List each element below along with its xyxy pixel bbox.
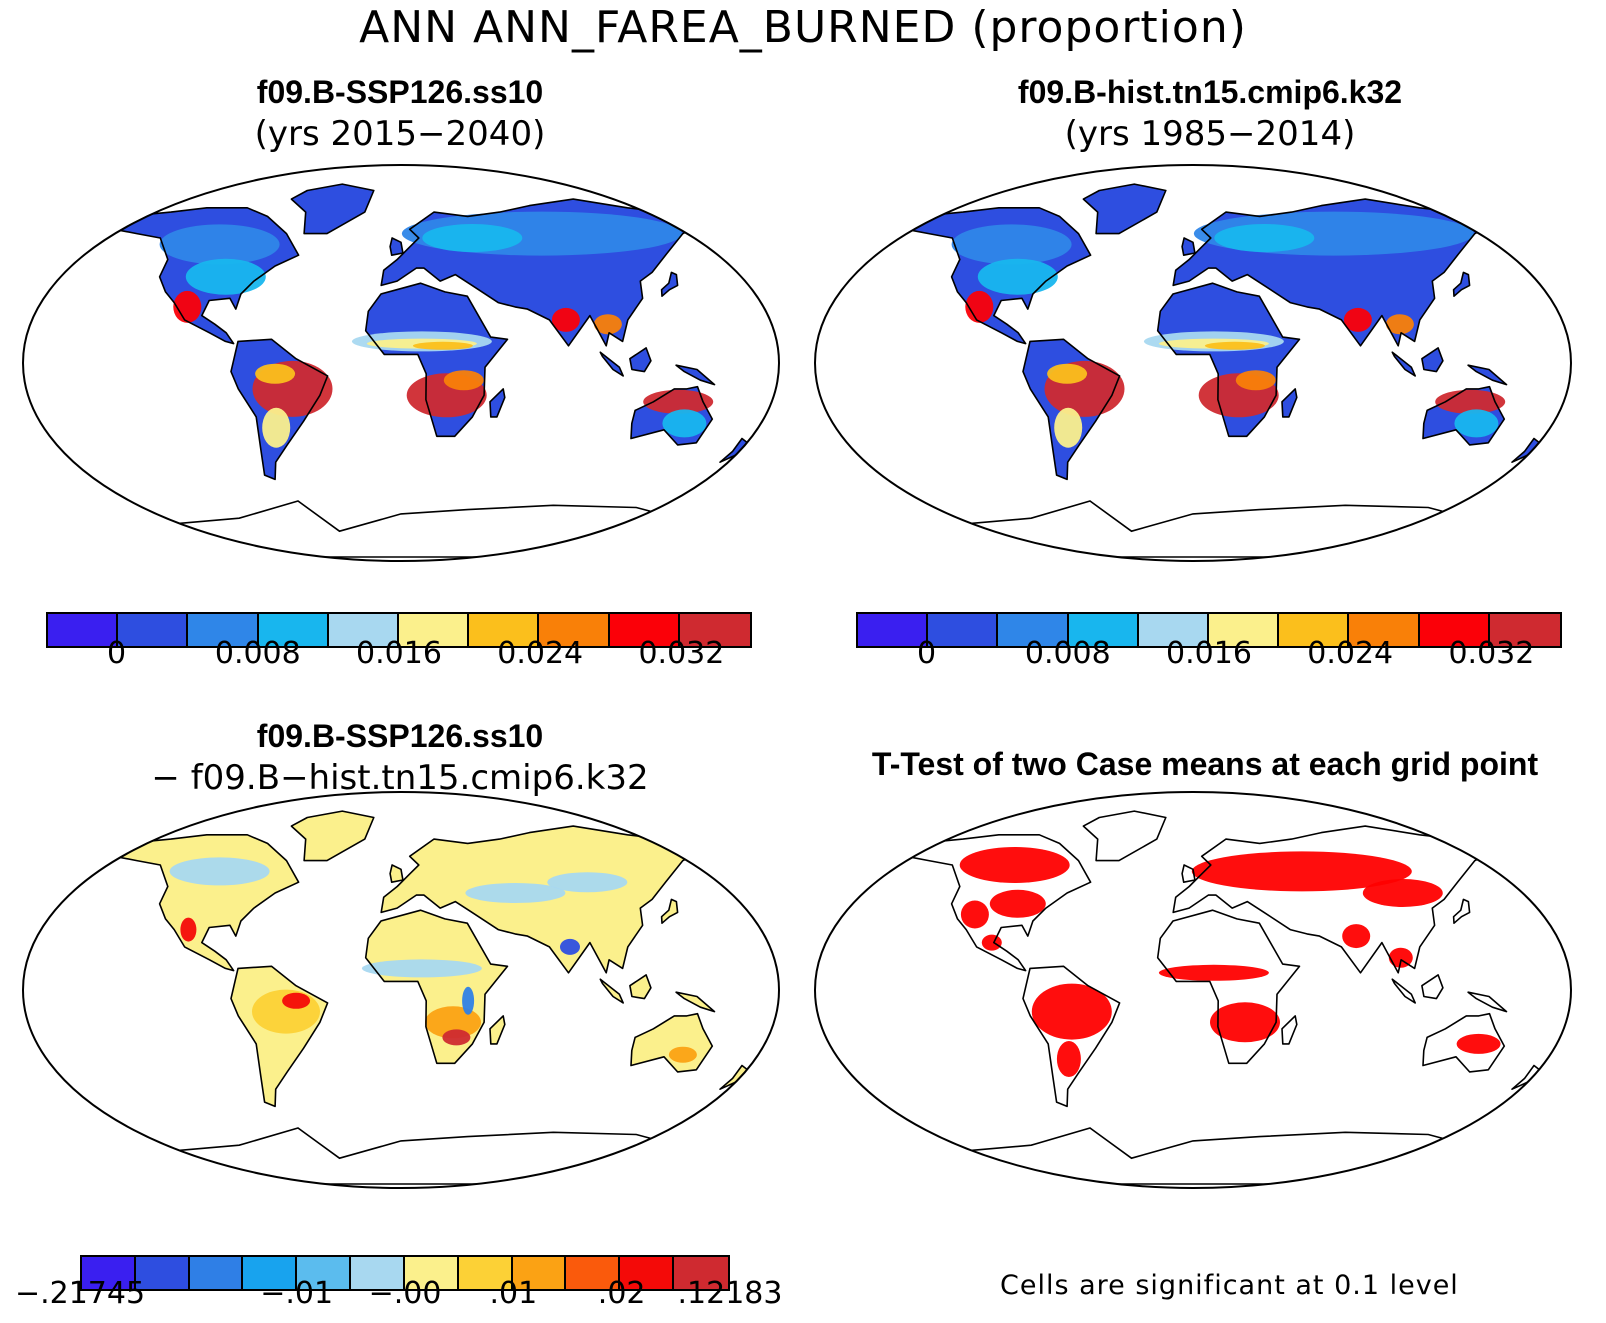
difference-colorbar-box xyxy=(135,1257,190,1289)
control-colorbar xyxy=(856,612,1562,648)
land-japan xyxy=(661,899,678,924)
case-tick-label: 0.032 xyxy=(638,636,725,671)
difference-map xyxy=(22,791,780,1189)
difference-colorbar-box xyxy=(404,1257,459,1289)
difference-tick-label: −.00 xyxy=(368,1276,442,1311)
control-title: f09.B-hist.tn15.cmip6.k32 xyxy=(1017,74,1403,110)
control-colorbar-box xyxy=(1208,614,1280,646)
land-greenland xyxy=(1083,811,1166,861)
control-colorbar-box xyxy=(1419,614,1490,646)
control-colorbar-box xyxy=(1349,614,1420,646)
land-madagascar xyxy=(1282,1015,1297,1044)
difference-tick-label: .12183 xyxy=(677,1276,783,1311)
difference-colorbar-box xyxy=(82,1257,136,1289)
difference-tick-label: −.01 xyxy=(260,1276,334,1311)
case-colorbar xyxy=(46,612,752,648)
control-colorbar-box xyxy=(1279,614,1350,646)
case-colorbar-box xyxy=(48,614,119,646)
control-tick-label: 0.016 xyxy=(1166,636,1252,671)
difference-tick-label: .02 xyxy=(597,1276,646,1311)
case-tick-label: 0.024 xyxy=(497,636,584,671)
case-colorbar-box xyxy=(328,614,399,646)
significance-footnote: Cells are significant at 0.1 level xyxy=(1000,1270,1459,1301)
land-madagascar xyxy=(490,388,505,417)
control-tick-label: 0.032 xyxy=(1448,636,1535,671)
difference-colorbar xyxy=(80,1255,730,1291)
control-tick-label: 0 xyxy=(917,636,937,671)
case-tick-label: 0 xyxy=(107,636,127,671)
case-tick-label: 0.008 xyxy=(214,636,301,671)
land-greenland xyxy=(291,184,374,234)
difference-colorbar-box xyxy=(297,1257,352,1289)
case-years: (yrs 2015−2040) xyxy=(254,114,546,154)
land-borneo xyxy=(629,347,651,372)
case-colorbar-box xyxy=(188,614,259,646)
control-tick-label: 0.024 xyxy=(1307,636,1394,671)
land-newguinea xyxy=(676,992,715,1012)
difference-colorbar-box xyxy=(512,1257,567,1289)
land-sumatra xyxy=(1392,352,1416,376)
land-newguinea xyxy=(1468,365,1507,385)
land-greenland xyxy=(1083,184,1166,234)
difference-colorbar-box xyxy=(674,1257,728,1289)
difference-colorbar-box xyxy=(566,1257,621,1289)
land-borneo xyxy=(1421,974,1443,999)
land-sumatra xyxy=(1392,979,1416,1003)
difference-colorbar-box xyxy=(189,1257,244,1289)
case-colorbar-box xyxy=(398,614,470,646)
control-colorbar-box xyxy=(1138,614,1209,646)
land-japan xyxy=(1453,899,1470,924)
control-tick-label: 0.008 xyxy=(1024,636,1111,671)
case-colorbar-box xyxy=(118,614,189,646)
difference-colorbar-box xyxy=(243,1257,298,1289)
control-colorbar-box xyxy=(1068,614,1139,646)
land-borneo xyxy=(629,974,651,999)
case-colorbar-box xyxy=(469,614,540,646)
land-borneo xyxy=(1421,347,1443,372)
land-newguinea xyxy=(1468,992,1507,1012)
figure-title: ANN ANN_FAREA_BURNED (proportion) xyxy=(359,2,1247,53)
case-colorbar-box xyxy=(258,614,329,646)
control-map xyxy=(814,164,1572,562)
diff-title: f09.B-SSP126.ss10 xyxy=(256,718,544,754)
land-sumatra xyxy=(600,352,624,376)
land-greenland xyxy=(291,811,374,861)
case-colorbar-box xyxy=(609,614,680,646)
land-japan xyxy=(1453,272,1470,297)
control-colorbar-box xyxy=(928,614,999,646)
land-madagascar xyxy=(1282,388,1297,417)
land-sumatra xyxy=(600,979,624,1003)
difference-tick-label: −.21745 xyxy=(14,1276,146,1311)
difference-colorbar-box xyxy=(458,1257,513,1289)
control-colorbar-box xyxy=(858,614,929,646)
land-madagascar xyxy=(490,1015,505,1044)
case-map xyxy=(22,164,780,562)
ttest-map xyxy=(814,791,1572,1189)
land-japan xyxy=(661,272,678,297)
difference-tick-label: .01 xyxy=(489,1276,538,1311)
difference-colorbar-box xyxy=(620,1257,675,1289)
control-colorbar-box xyxy=(1489,614,1560,646)
case-tick-label: 0.016 xyxy=(356,636,442,671)
land-newguinea xyxy=(676,365,715,385)
case-colorbar-box xyxy=(539,614,610,646)
control-years: (yrs 1985−2014) xyxy=(1064,114,1356,154)
difference-colorbar-box xyxy=(351,1257,405,1289)
case-colorbar-box xyxy=(679,614,750,646)
control-colorbar-box xyxy=(998,614,1069,646)
ttest-title: T-Test of two Case means at each grid po… xyxy=(871,746,1539,782)
case-title: f09.B-SSP126.ss10 xyxy=(256,74,544,110)
